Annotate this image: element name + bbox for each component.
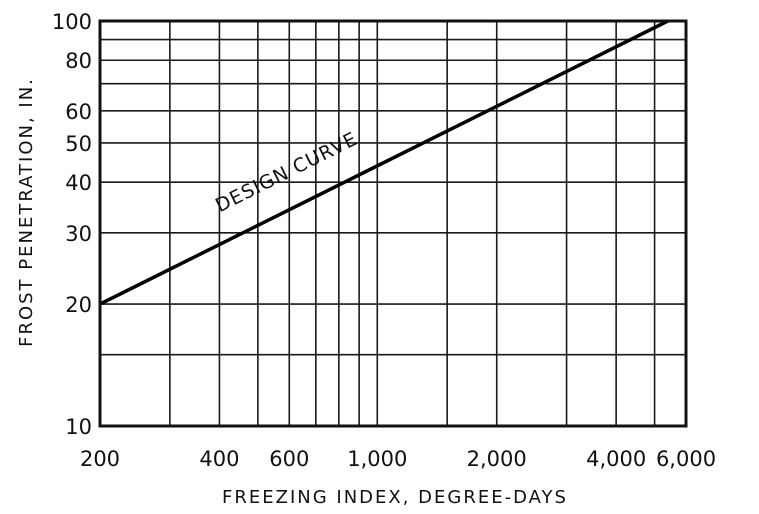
y-tick-label: 30 bbox=[65, 222, 92, 246]
y-tick-label: 60 bbox=[65, 100, 92, 124]
x-tick-label: 400 bbox=[199, 447, 239, 471]
x-tick-labels: 200 400 600 1,000 2,000 4,000 6,000 bbox=[80, 447, 716, 471]
y-tick-label: 20 bbox=[65, 293, 92, 317]
design-curve-line bbox=[99, 19, 669, 306]
y-tick-label: 50 bbox=[65, 132, 92, 156]
y-tick-label: 10 bbox=[65, 415, 92, 439]
y-axis-title: FROST PENETRATION, IN. bbox=[16, 77, 37, 347]
series-layer bbox=[99, 19, 669, 306]
grid-layer bbox=[100, 21, 686, 426]
y-tick-label: 100 bbox=[52, 10, 92, 34]
x-tick-label: 1,000 bbox=[347, 447, 407, 471]
y-tick-label: 80 bbox=[65, 49, 92, 73]
x-tick-label: 4,000 bbox=[586, 447, 646, 471]
y-tick-label: 40 bbox=[65, 171, 92, 195]
x-tick-label: 200 bbox=[80, 447, 120, 471]
plot-frame bbox=[98, 19, 688, 428]
y-tick-labels: 10 20 30 40 50 60 80 100 bbox=[52, 10, 92, 439]
x-axis-title: FREEZING INDEX, DEGREE-DAYS bbox=[222, 487, 568, 508]
x-tick-label: 6,000 bbox=[656, 447, 716, 471]
x-tick-label: 600 bbox=[269, 447, 309, 471]
x-tick-label: 2,000 bbox=[467, 447, 527, 471]
